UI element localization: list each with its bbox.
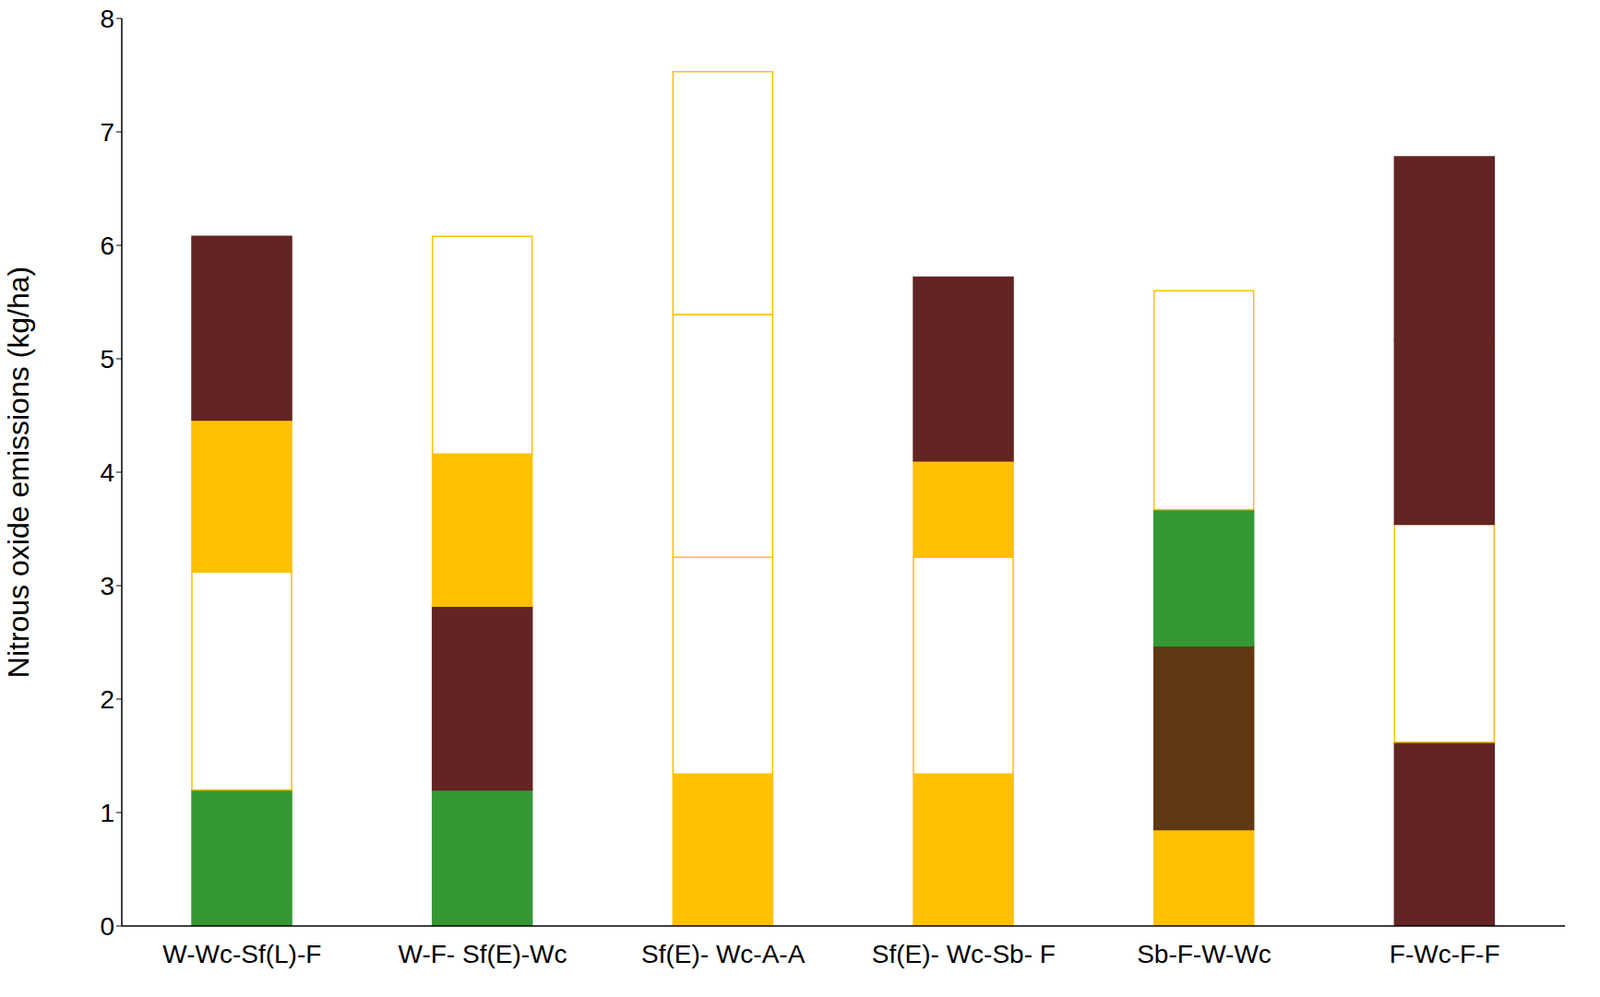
svg-text:W-F- Sf(E)-Wc: W-F- Sf(E)-Wc: [398, 940, 568, 969]
svg-text:W-Wc-Sf(L)-F: W-Wc-Sf(L)-F: [162, 940, 322, 969]
svg-text:0: 0: [99, 912, 115, 942]
svg-text:6: 6: [99, 231, 115, 261]
svg-text:Sb-F-W-Wc: Sb-F-W-Wc: [1136, 940, 1272, 969]
svg-text:4: 4: [99, 458, 115, 488]
svg-text:2: 2: [99, 685, 115, 715]
svg-text:5: 5: [99, 345, 115, 374]
svg-text:F-Wc-F-F: F-Wc-F-F: [1389, 940, 1501, 969]
svg-text:Sf(E)- Wc-A-A: Sf(E)- Wc-A-A: [641, 940, 806, 969]
svg-text:3: 3: [99, 572, 115, 601]
svg-text:8: 8: [99, 4, 115, 34]
svg-text:7: 7: [99, 118, 115, 147]
svg-text:1: 1: [99, 799, 115, 828]
svg-text:Sf(E)- Wc-Sb- F: Sf(E)- Wc-Sb- F: [871, 940, 1056, 969]
svg-text:Nitrous oxide emissions (kg/ha: Nitrous oxide emissions (kg/ha): [1, 266, 36, 679]
